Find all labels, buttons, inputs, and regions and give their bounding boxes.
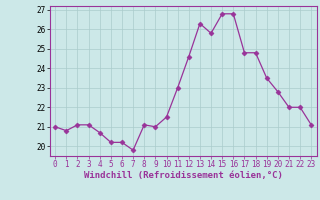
X-axis label: Windchill (Refroidissement éolien,°C): Windchill (Refroidissement éolien,°C) [84,171,283,180]
